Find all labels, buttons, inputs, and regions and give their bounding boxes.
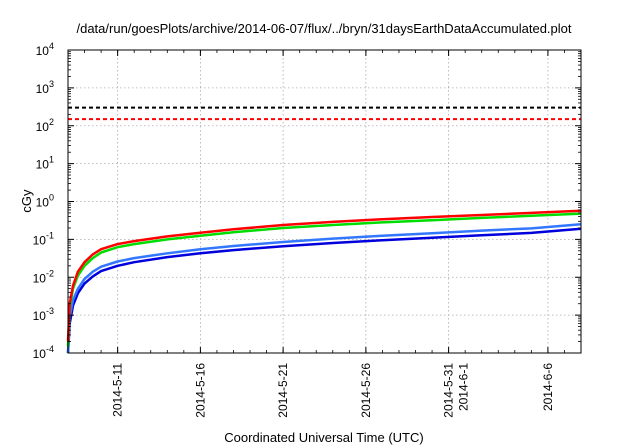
y-tick-label: 104 — [36, 41, 54, 58]
x-tick-label: 2014-5-11 — [111, 363, 125, 417]
plot-frame — [67, 49, 582, 354]
threshold-lines — [68, 106, 581, 121]
y-tick-label: 102 — [36, 117, 54, 134]
x-tick-label: 2014-6-6 — [541, 363, 555, 411]
y-tick-label: 101 — [36, 155, 54, 172]
x-axis-label: Coordinated Universal Time (UTC) — [224, 430, 423, 445]
y-tick-label: 100 — [36, 193, 54, 210]
y-axis-ticks: 10-4 10-3 10-2 10-1 100 101 102 103 104 — [33, 41, 581, 361]
y-tick-label: 103 — [36, 79, 54, 96]
y-tick-label: 10-2 — [33, 268, 54, 285]
series-line — [66, 223, 582, 354]
series-line — [66, 227, 582, 354]
y-tick-label: 10-4 — [33, 344, 54, 361]
series-lines — [66, 209, 582, 354]
grid — [68, 50, 581, 353]
y-axis-label: cGy — [19, 189, 34, 213]
x-tick-label: 2014-5-26 — [359, 363, 373, 418]
series-line — [66, 209, 582, 342]
x-tick-label: 2014-5-21 — [276, 363, 290, 418]
x-axis-ticks: 2014-5-11 2014-5-16 2014-5-21 2014-5-26 2014… — [67, 50, 582, 418]
x-tick-label: 2014-5-16 — [193, 363, 207, 418]
x-tick-label: 2014-6-1 — [457, 363, 471, 411]
chart-title: /data/run/goesPlots/archive/2014-06-07/f… — [76, 21, 571, 36]
y-tick-label: 10-1 — [33, 230, 54, 247]
y-tick-label: 10-3 — [33, 306, 54, 323]
series-line — [66, 212, 582, 347]
x-tick-label: 2014-5-31 — [442, 363, 456, 418]
